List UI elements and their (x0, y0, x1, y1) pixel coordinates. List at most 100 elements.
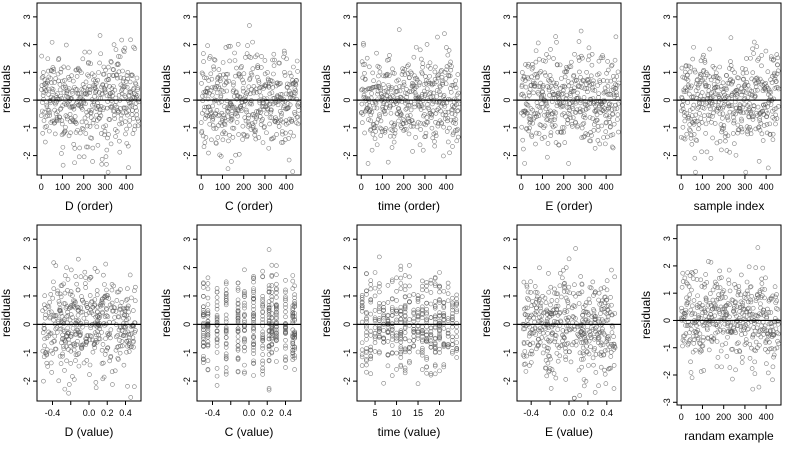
data-point (454, 307, 460, 313)
data-point (527, 125, 532, 131)
data-point (74, 67, 79, 73)
data-point (224, 88, 230, 94)
data-point (731, 115, 736, 120)
data-point (407, 75, 412, 80)
data-point (741, 110, 746, 116)
data-point (283, 91, 289, 97)
data-point (211, 126, 217, 131)
data-point (688, 326, 694, 332)
data-point (553, 304, 559, 309)
data-point (728, 63, 734, 68)
data-point (271, 135, 276, 141)
data-point (116, 54, 121, 59)
data-point (394, 275, 399, 281)
data-point (411, 310, 417, 315)
data-point (740, 66, 745, 71)
data-point (769, 323, 775, 329)
data-point (377, 329, 382, 334)
data-point (242, 318, 247, 323)
data-point (101, 124, 106, 130)
data-point (686, 297, 692, 302)
data-point (260, 303, 265, 308)
data-point (713, 84, 719, 90)
data-point (774, 298, 780, 304)
data-point (386, 57, 392, 62)
data-point (201, 327, 206, 333)
data-point (441, 153, 446, 159)
data-point (264, 130, 269, 136)
data-point (441, 326, 447, 331)
data-point (270, 136, 275, 142)
data-point (695, 85, 701, 91)
data-point (771, 57, 776, 62)
data-point (615, 117, 620, 122)
data-point (135, 85, 141, 91)
data-point (698, 347, 703, 353)
data-point (564, 323, 569, 328)
data-point (740, 89, 745, 95)
y-tick-label: 3 (662, 236, 672, 241)
data-point (125, 112, 130, 118)
data-point (414, 84, 419, 89)
data-point (580, 55, 585, 61)
data-point (269, 335, 275, 341)
data-point (53, 76, 58, 81)
data-point (576, 39, 582, 44)
y-tick-label: 0 (662, 98, 672, 103)
data-point (614, 92, 619, 98)
data-point (364, 346, 369, 351)
data-point (260, 309, 265, 314)
data-point (283, 314, 288, 320)
data-point (111, 113, 117, 118)
data-point (555, 327, 561, 332)
data-point (434, 94, 439, 99)
data-point (131, 308, 136, 313)
data-point (564, 69, 569, 74)
data-point (437, 346, 442, 352)
data-point (269, 272, 275, 278)
data-point (687, 127, 692, 132)
data-point (773, 294, 778, 300)
data-point (417, 47, 423, 53)
data-point (59, 121, 65, 127)
data-point (439, 67, 444, 73)
data-point (557, 96, 562, 102)
data-point (392, 131, 398, 136)
data-point (432, 283, 438, 289)
data-point (76, 154, 82, 160)
data-point (374, 142, 380, 148)
data-point (389, 331, 395, 337)
data-point (288, 92, 294, 98)
data-point (597, 141, 603, 147)
data-point (56, 117, 62, 123)
data-point (565, 340, 571, 346)
data-point (441, 93, 447, 98)
data-point (210, 116, 216, 121)
data-point (91, 342, 97, 347)
data-point (261, 104, 266, 109)
data-point (202, 75, 207, 80)
data-point (201, 59, 206, 64)
data-point (545, 154, 550, 160)
data-point (242, 267, 247, 273)
data-point (95, 269, 100, 274)
data-point (394, 350, 399, 356)
data-point (97, 110, 103, 116)
data-point (584, 102, 590, 108)
data-point (691, 341, 697, 346)
data-point (598, 353, 604, 358)
data-point (769, 346, 774, 351)
data-point (69, 73, 74, 78)
data-point (598, 364, 604, 370)
data-point (99, 298, 105, 304)
data-point (70, 303, 76, 308)
data-point (578, 274, 583, 279)
scatter-points (518, 28, 621, 166)
data-point (536, 131, 542, 136)
data-point (57, 97, 62, 102)
data-point (454, 309, 460, 315)
data-point (402, 72, 408, 77)
data-point (368, 278, 374, 283)
data-point (739, 116, 744, 122)
